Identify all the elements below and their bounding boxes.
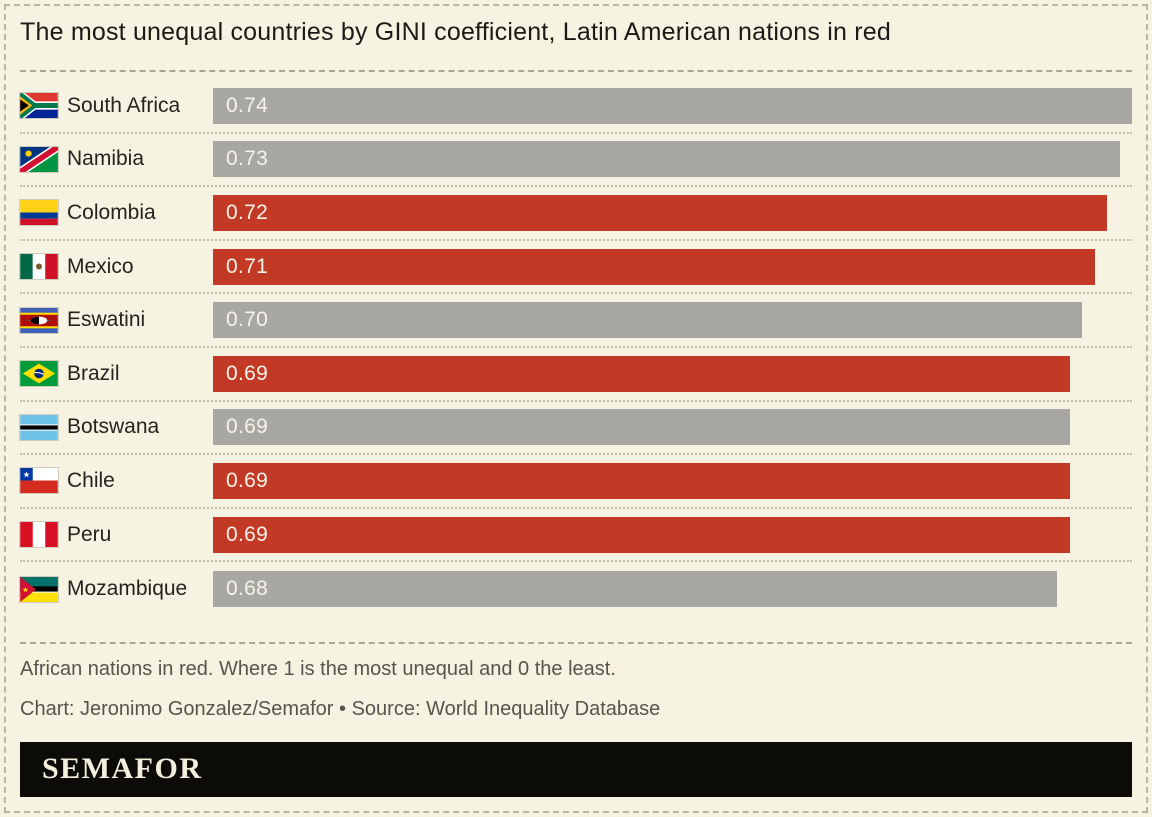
bar-value-label: 0.72 — [226, 200, 269, 224]
bar-value-label: 0.73 — [226, 147, 269, 171]
country-label: Eswatini — [67, 308, 146, 332]
country-label: Mexico — [67, 254, 134, 278]
chart-row: Namibia 0.73 — [20, 134, 1132, 188]
chart-row: Mexico 0.71 — [20, 241, 1132, 295]
flag-icon-botswana — [20, 414, 58, 440]
bar-track: 0.73 — [213, 141, 1132, 178]
chart-title: The most unequal countries by GINI coeff… — [20, 18, 891, 46]
chart-footnote: African nations in red. Where 1 is the m… — [20, 657, 616, 680]
bar-track: 0.71 — [213, 248, 1132, 285]
country-label: Botswana — [67, 415, 160, 439]
row-label-group: Mozambique — [20, 576, 213, 602]
bar-value-label: 0.69 — [226, 522, 269, 546]
chart-row: Mozambique 0.68 — [20, 562, 1132, 616]
bar-peru: 0.69 — [213, 516, 1070, 553]
row-label-group: South Africa — [20, 93, 213, 119]
row-label-group: Eswatini — [20, 307, 213, 333]
country-label: Mozambique — [67, 577, 188, 601]
bar-track: 0.74 — [213, 87, 1132, 124]
row-label-group: Namibia — [20, 146, 213, 172]
flag-icon-colombia — [20, 200, 58, 226]
chart-row: Eswatini 0.70 — [20, 294, 1132, 348]
bar-mexico: 0.71 — [213, 248, 1095, 285]
country-label: Colombia — [67, 200, 156, 224]
semafor-banner: SEMAFOR — [20, 741, 1132, 797]
bar-chile: 0.69 — [213, 462, 1070, 499]
bar-track: 0.72 — [213, 194, 1132, 231]
flag-icon-mozambique — [20, 576, 58, 602]
country-label: Namibia — [67, 147, 145, 171]
flag-icon-peru — [20, 522, 58, 548]
semafor-logo: SEMAFOR — [42, 752, 203, 786]
row-label-group: Colombia — [20, 200, 213, 226]
bar-value-label: 0.69 — [226, 415, 269, 439]
country-label: Peru — [67, 522, 112, 546]
row-label-group: Peru — [20, 522, 213, 548]
bar-colombia: 0.72 — [213, 194, 1108, 231]
row-label-group: Brazil — [20, 361, 213, 387]
title-separator — [20, 70, 1132, 72]
bar-south-africa: 0.74 — [213, 87, 1132, 124]
bar-chart: South Africa 0.74 Namibia 0.73 Colombia … — [20, 80, 1132, 616]
chart-card: The most unequal countries by GINI coeff… — [20, 16, 1132, 797]
country-label: South Africa — [67, 93, 181, 117]
chart-row: Colombia 0.72 — [20, 187, 1132, 241]
bar-mozambique: 0.68 — [213, 571, 1058, 608]
footer-separator — [20, 641, 1132, 644]
bar-track: 0.68 — [213, 571, 1132, 608]
flag-icon-chile — [20, 468, 58, 494]
bar-value-label: 0.68 — [226, 577, 269, 601]
flag-icon-brazil — [20, 361, 58, 387]
country-label: Brazil — [67, 361, 120, 385]
chart-row: Chile 0.69 — [20, 455, 1132, 509]
bar-namibia: 0.73 — [213, 141, 1120, 178]
flag-icon-namibia — [20, 146, 58, 172]
row-label-group: Chile — [20, 468, 213, 494]
bar-value-label: 0.74 — [226, 93, 269, 117]
bar-track: 0.69 — [213, 516, 1132, 553]
bar-track: 0.69 — [213, 462, 1132, 499]
bar-track: 0.70 — [213, 302, 1132, 339]
flag-icon-mexico — [20, 254, 58, 280]
chart-row: Botswana 0.69 — [20, 402, 1132, 456]
bar-value-label: 0.71 — [226, 254, 269, 278]
chart-credit: Chart: Jeronimo Gonzalez/Semafor • Sourc… — [20, 697, 661, 720]
row-label-group: Mexico — [20, 254, 213, 280]
bar-brazil: 0.69 — [213, 355, 1070, 392]
chart-row: South Africa 0.74 — [20, 80, 1132, 134]
bar-botswana: 0.69 — [213, 409, 1070, 446]
bar-value-label: 0.70 — [226, 308, 269, 332]
chart-row: Peru 0.69 — [20, 509, 1132, 563]
chart-row: Brazil 0.69 — [20, 348, 1132, 402]
row-label-group: Botswana — [20, 414, 213, 440]
bar-value-label: 0.69 — [226, 468, 269, 492]
flag-icon-south-africa — [20, 93, 58, 119]
bar-track: 0.69 — [213, 409, 1132, 446]
flag-icon-eswatini — [20, 307, 58, 333]
bar-eswatini: 0.70 — [213, 302, 1083, 339]
bar-value-label: 0.69 — [226, 361, 269, 385]
bar-track: 0.69 — [213, 355, 1132, 392]
country-label: Chile — [67, 468, 115, 492]
